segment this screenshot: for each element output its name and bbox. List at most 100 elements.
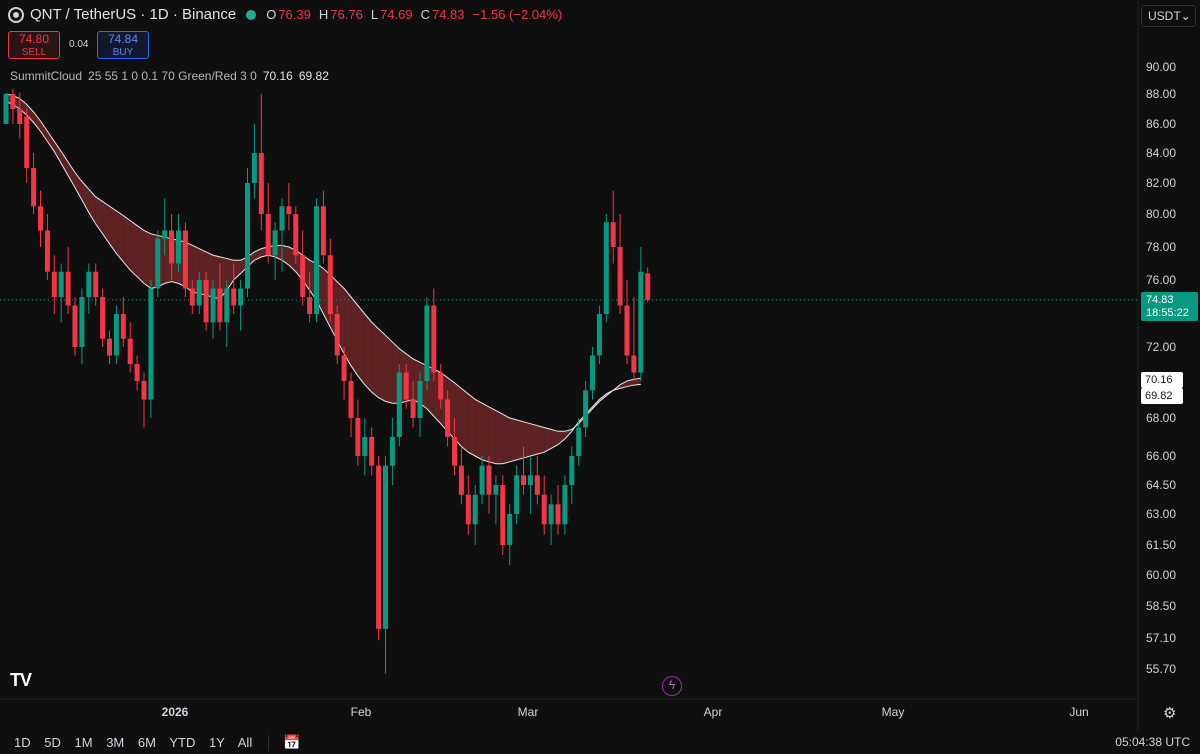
candle-body xyxy=(231,288,237,306)
range-1d[interactable]: 1D xyxy=(14,735,31,750)
candle-body xyxy=(548,504,554,525)
range-all[interactable]: All xyxy=(237,735,253,750)
price-tick-label: 63.00 xyxy=(1146,507,1176,521)
range-5d[interactable]: 5D xyxy=(44,735,61,750)
candle xyxy=(348,372,354,437)
cloud-segment xyxy=(81,181,89,213)
candle xyxy=(569,446,575,505)
candle xyxy=(24,109,30,183)
candle-body xyxy=(424,305,430,381)
low-value: 74.69 xyxy=(380,7,413,22)
candle-body xyxy=(314,206,319,314)
candle-body xyxy=(431,305,437,373)
candle-body xyxy=(72,305,78,347)
buy-button[interactable]: 74.84 BUY xyxy=(97,31,149,59)
buy-label: BUY xyxy=(112,47,134,58)
range-6m[interactable]: 6M xyxy=(137,735,156,750)
range-3m[interactable]: 3M xyxy=(106,735,125,750)
candle-body xyxy=(86,271,92,297)
range-1m[interactable]: 1M xyxy=(74,735,93,750)
cloud-segment xyxy=(123,215,131,271)
spread-value: 0.04 xyxy=(69,39,89,50)
range-ytd[interactable]: YTD xyxy=(169,735,196,750)
candle xyxy=(645,267,651,303)
indicator-legend[interactable]: SummitCloud 25 55 1 0 0.1 70 Green/Red 3… xyxy=(10,69,329,83)
candle xyxy=(583,381,589,437)
bar-countdown: 18:55:22 xyxy=(1146,307,1189,319)
candle xyxy=(562,475,568,535)
currency-label: USDT xyxy=(1148,9,1181,23)
candle xyxy=(362,418,368,476)
candle-body xyxy=(569,456,575,485)
market-status-icon[interactable] xyxy=(246,9,257,20)
candle-body xyxy=(182,230,188,289)
candle xyxy=(320,190,326,264)
candle xyxy=(127,322,133,373)
cloud-segment xyxy=(509,418,517,462)
cloud-segment xyxy=(68,162,75,188)
cloud-segment xyxy=(454,382,462,447)
candle-body xyxy=(93,271,99,297)
candle-body xyxy=(341,355,347,381)
candle-body xyxy=(362,437,368,456)
candle-body xyxy=(65,271,71,306)
indicator-name[interactable]: SummitCloud xyxy=(10,69,83,83)
candle-body xyxy=(417,381,423,418)
price-tick-label: 84.00 xyxy=(1146,146,1176,160)
candle xyxy=(10,88,16,124)
price-tick-label: 78.00 xyxy=(1146,240,1176,254)
time-tick-label: Mar xyxy=(518,705,539,719)
candle-body xyxy=(141,381,147,400)
candle-body xyxy=(438,372,444,400)
price-tick-label: 64.50 xyxy=(1146,478,1176,492)
candle-body xyxy=(445,399,451,437)
price-tick-label: 57.10 xyxy=(1146,631,1176,645)
candle xyxy=(541,475,547,535)
bottom-toolbar: 1D 5D 1M 3M 6M YTD 1Y All 📅 05:04:38 UTC xyxy=(0,731,1200,754)
cloud-segment xyxy=(371,322,379,398)
time-axis[interactable]: 2026 Feb Mar Apr May Jun xyxy=(162,705,1089,719)
candle xyxy=(251,124,257,199)
candle-body xyxy=(251,153,257,183)
candle xyxy=(224,280,230,347)
cloud-segment xyxy=(137,225,144,284)
candle xyxy=(31,153,37,214)
candle xyxy=(596,305,602,364)
range-1y[interactable]: 1Y xyxy=(208,735,225,750)
tradingview-logo-icon[interactable]: TV xyxy=(10,670,32,690)
candle xyxy=(465,475,471,535)
price-tick-label: 82.00 xyxy=(1146,176,1176,190)
candle-body xyxy=(472,494,478,525)
candle xyxy=(555,485,561,535)
candle-body xyxy=(224,288,230,323)
candle-body xyxy=(638,271,644,373)
candle xyxy=(169,214,175,280)
candles xyxy=(3,88,651,674)
candle xyxy=(176,214,181,272)
candle xyxy=(100,288,106,347)
candle xyxy=(217,263,223,331)
candle-body xyxy=(38,206,43,231)
candle xyxy=(3,94,9,124)
candle xyxy=(417,372,423,437)
time-tick-label: 2026 xyxy=(162,705,189,719)
symbol-title[interactable]: QNT / TetherUS · 1D · Binance xyxy=(30,6,237,23)
price-tick-label: 80.00 xyxy=(1146,207,1176,221)
candle xyxy=(624,280,630,364)
candle-body xyxy=(293,214,299,256)
candle xyxy=(410,381,416,428)
calendar-range-icon[interactable]: 📅 xyxy=(283,734,301,750)
currency-select[interactable]: USDT ⌄ xyxy=(1141,5,1196,27)
gear-icon[interactable]: ⚙ xyxy=(1163,705,1177,722)
cloud-segment xyxy=(40,121,48,142)
candle-body xyxy=(348,381,354,418)
candle-body xyxy=(127,338,133,364)
utc-clock[interactable]: 05:04:38 UTC xyxy=(1115,735,1190,749)
price-chart[interactable]: 90.00 88.00 86.00 84.00 82.00 80.00 78.00 76.00… xyxy=(0,0,1200,731)
sell-button[interactable]: 74.80 SELL xyxy=(8,31,60,59)
lightning-icon[interactable]: ϟ xyxy=(662,676,682,696)
candle-body xyxy=(134,364,140,381)
cloud-segment xyxy=(219,256,227,299)
cloud-segment xyxy=(502,414,510,464)
price-tick-label: 90.00 xyxy=(1146,60,1176,74)
